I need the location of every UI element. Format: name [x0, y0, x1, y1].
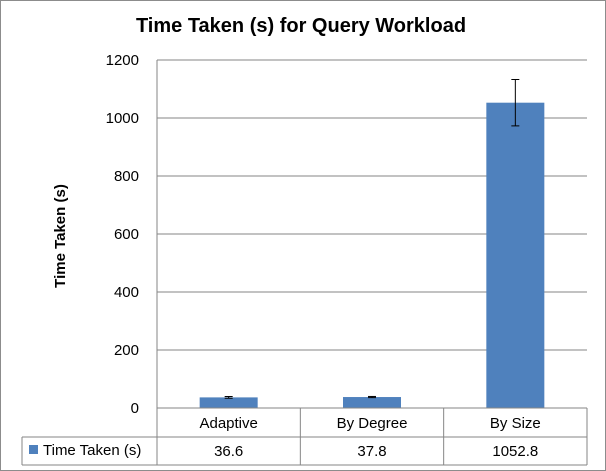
y-axis-label: Time Taken (s)	[52, 184, 69, 288]
bars	[199, 78, 545, 409]
legend-swatch	[29, 445, 38, 454]
y-axis-ticks: 0 200 400 600 800 1000 1200	[106, 52, 139, 417]
x-category-label: By Degree	[337, 415, 408, 432]
table-value-cell: 1052.8	[492, 443, 538, 460]
bar	[486, 102, 545, 409]
table-value-cell: 36.6	[214, 443, 243, 460]
y-tick-label: 800	[114, 168, 139, 185]
chart-title: Time Taken (s) for Query Workload	[136, 15, 466, 37]
bar	[343, 397, 401, 408]
y-tick-label: 0	[131, 400, 139, 417]
y-tick-label: 1000	[106, 110, 139, 127]
data-table: Time Taken (s) Adaptive 36.6 By Degree 37.8…	[21, 407, 588, 466]
y-tick-label: 400	[114, 284, 139, 301]
legend-series-name: Time Taken (s)	[43, 442, 141, 459]
table-value-cell: 37.8	[357, 443, 386, 460]
bar	[199, 397, 258, 408]
x-category-label: Adaptive	[199, 415, 257, 432]
y-tick-label: 600	[114, 226, 139, 243]
y-tick-label: 1200	[106, 52, 139, 69]
x-category-label: By Size	[490, 415, 541, 432]
y-tick-label: 200	[114, 342, 139, 359]
